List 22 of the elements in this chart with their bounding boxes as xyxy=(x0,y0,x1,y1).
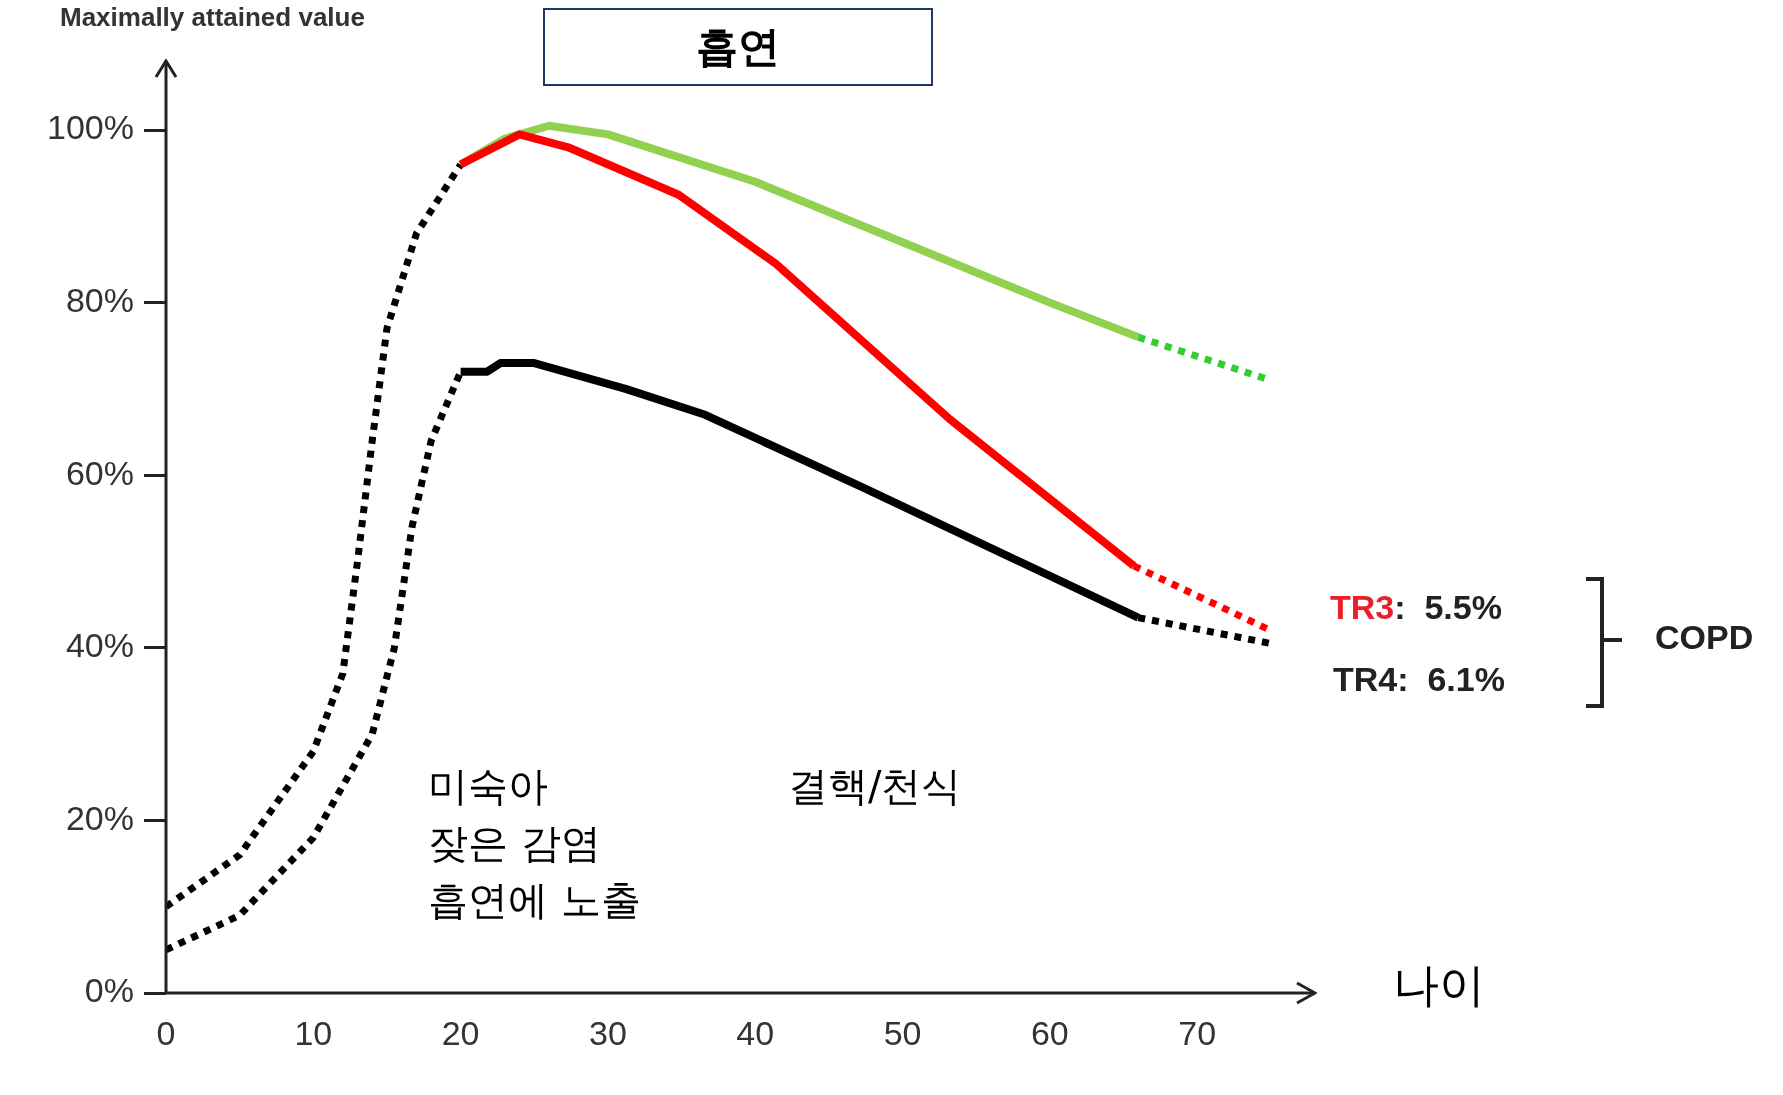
x-tick-label: 40 xyxy=(736,1013,775,1052)
x-tick-label: 60 xyxy=(1030,1013,1069,1052)
x-tick-label: 20 xyxy=(441,1013,480,1052)
chart-title: 흡연 xyxy=(543,8,933,86)
y-tick-label: 20% xyxy=(65,798,134,837)
text: TR4: 6.1% xyxy=(1333,660,1505,699)
text: COPD xyxy=(1655,618,1754,657)
x-tick-label: 50 xyxy=(883,1013,922,1052)
annotation: 미숙아 잦은 감염 흡연에 노출 xyxy=(428,762,641,925)
y-tick-label: 40% xyxy=(65,626,134,665)
y-axis-title: Maximally attained value xyxy=(60,2,365,33)
x-tick-label: 0 xyxy=(156,1013,176,1052)
x-tick-label: 70 xyxy=(1178,1013,1217,1052)
x-tick-label: 10 xyxy=(294,1013,333,1052)
y-tick-label: 60% xyxy=(65,453,134,492)
x-axis-title: 나이 xyxy=(1393,957,1485,1014)
y-tick-label: 0% xyxy=(84,971,134,1010)
x-tick-label: 30 xyxy=(589,1013,627,1052)
text: TR3: 5.5% xyxy=(1330,588,1502,626)
annotation: 결핵/천식 xyxy=(788,762,962,811)
y-tick-label: 80% xyxy=(65,281,134,319)
y-tick-label: 100% xyxy=(47,108,134,147)
